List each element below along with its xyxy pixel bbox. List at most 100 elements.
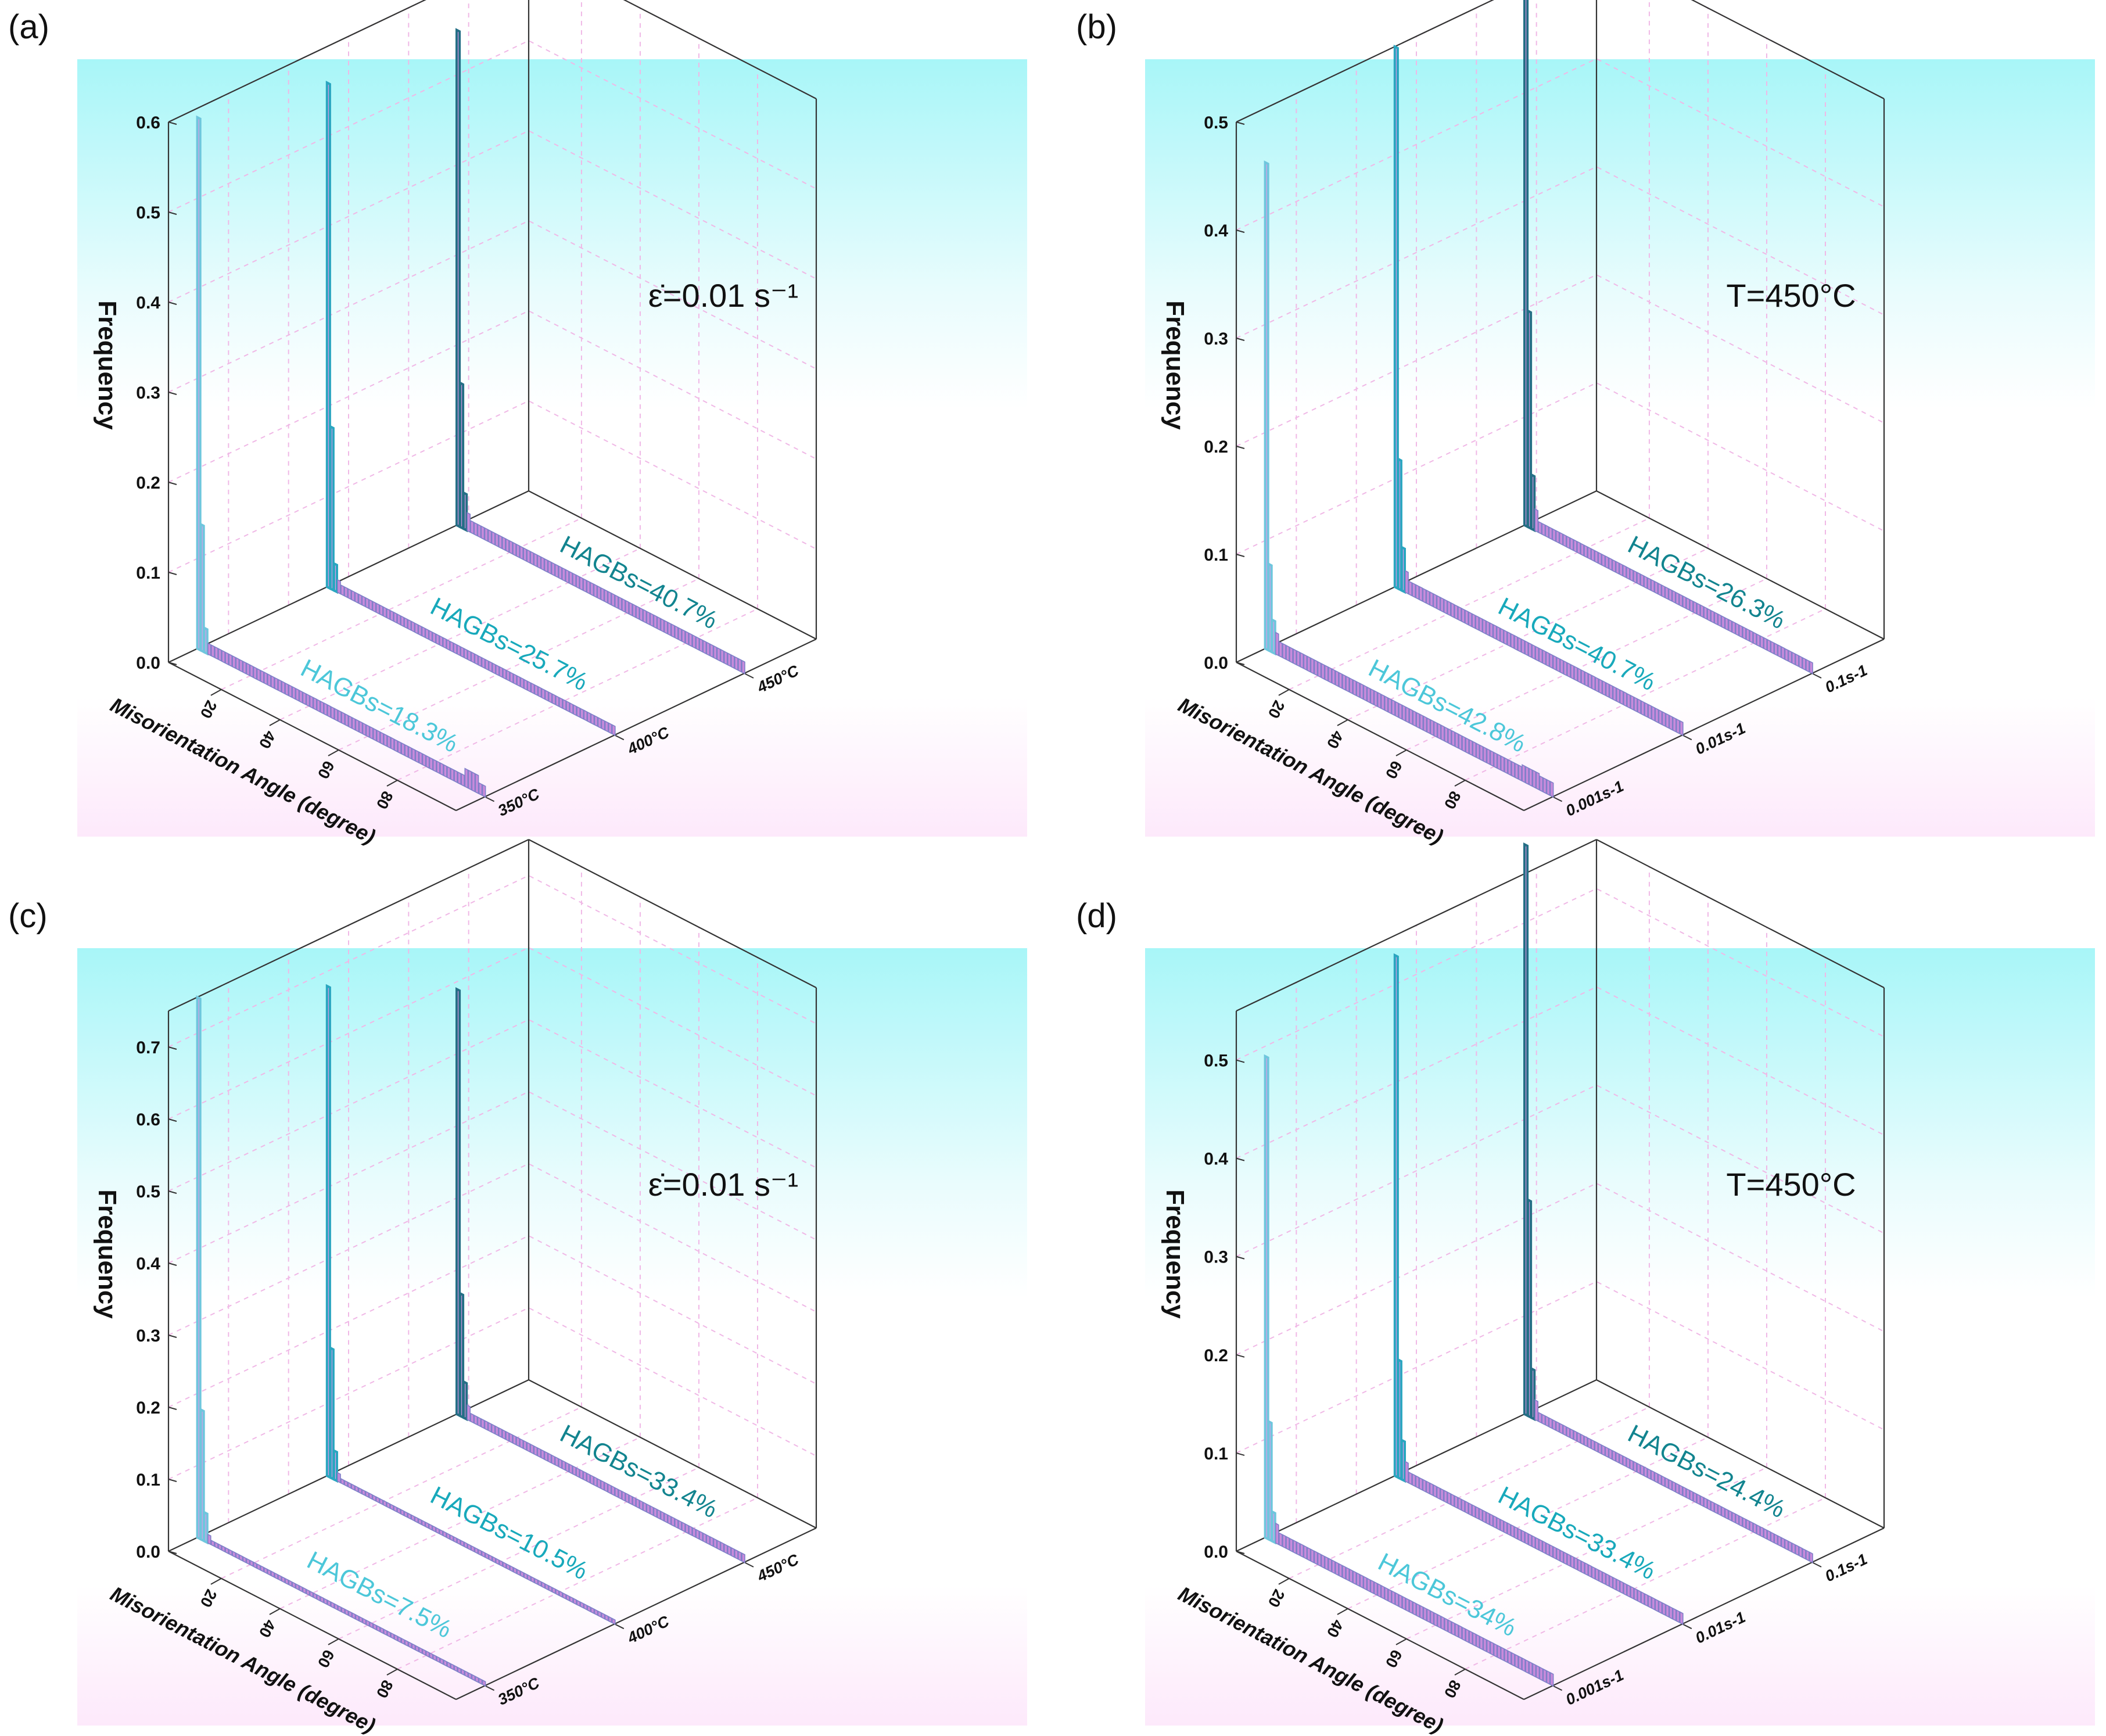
bar	[1791, 651, 1796, 666]
bar	[313, 1592, 317, 1600]
bar	[1398, 1594, 1402, 1609]
bar	[383, 1629, 388, 1636]
bar	[1437, 722, 1441, 740]
x-tick	[328, 1638, 339, 1645]
bar	[1346, 675, 1350, 693]
bar	[1415, 1475, 1420, 1489]
bar	[1538, 1411, 1542, 1424]
bar	[1475, 1506, 1480, 1520]
bar	[1503, 1520, 1508, 1534]
bar	[477, 523, 482, 539]
plot-background	[77, 948, 1027, 1726]
bar	[1756, 1524, 1760, 1537]
z-tick	[168, 121, 177, 125]
bar	[1359, 1574, 1364, 1589]
bar	[1546, 1670, 1551, 1685]
bar	[453, 1536, 457, 1544]
bar	[1563, 660, 1567, 677]
bar	[1594, 550, 1599, 564]
bar	[471, 1674, 476, 1681]
bar	[1731, 620, 1736, 635]
bar	[365, 1619, 370, 1627]
bar	[1356, 1572, 1361, 1587]
bar	[256, 668, 261, 682]
bar	[365, 1490, 369, 1498]
bar	[544, 1451, 548, 1462]
bar	[1774, 1533, 1778, 1545]
bar	[369, 726, 374, 740]
x-tick	[1454, 780, 1466, 787]
bar	[583, 709, 588, 722]
bar	[1493, 1515, 1497, 1529]
bar	[1802, 1548, 1806, 1560]
bar	[1395, 701, 1399, 718]
bar	[1356, 681, 1361, 698]
bar	[1328, 1557, 1332, 1573]
bar	[1522, 1657, 1526, 1673]
bar	[225, 651, 229, 666]
bar	[1528, 642, 1533, 658]
x-tick	[1278, 688, 1290, 696]
bar	[1267, 562, 1273, 654]
bar	[1465, 1500, 1469, 1515]
grid-line-floor	[338, 1467, 699, 1640]
bar	[580, 708, 584, 720]
bar	[569, 571, 573, 586]
bar	[457, 644, 461, 657]
series-400°C	[325, 80, 616, 737]
bar	[387, 735, 391, 749]
bar	[566, 1594, 570, 1602]
bar	[580, 1601, 584, 1609]
bar	[512, 541, 516, 557]
bar	[1271, 618, 1276, 656]
z-tick-label: 0.0	[136, 654, 160, 673]
depth-tick	[1552, 796, 1563, 802]
bar	[1444, 726, 1448, 744]
bar	[382, 1500, 387, 1508]
grid-line-floor	[1406, 1467, 1767, 1640]
bar	[1784, 648, 1789, 662]
bar	[1486, 1639, 1491, 1655]
frame-edge	[455, 639, 817, 811]
bar	[460, 1540, 465, 1547]
bar	[516, 543, 520, 559]
bar	[593, 1476, 598, 1487]
bar	[453, 642, 457, 655]
bar	[432, 758, 437, 773]
bar	[1802, 657, 1806, 671]
bar	[1440, 1615, 1445, 1631]
bar	[459, 381, 465, 530]
bar	[1664, 1477, 1669, 1489]
grid-line-floor	[338, 578, 699, 751]
bar	[1770, 640, 1775, 655]
z-tick-label: 0.3	[1204, 1248, 1228, 1267]
bar	[1689, 598, 1694, 613]
bar	[1580, 1433, 1584, 1446]
grid-lines	[1236, 0, 1885, 781]
bar	[485, 658, 489, 671]
bar	[1282, 1534, 1286, 1549]
bar	[519, 1438, 524, 1450]
bar	[323, 1598, 328, 1605]
bar	[530, 682, 535, 695]
bar	[653, 1507, 658, 1518]
bar	[1483, 746, 1487, 763]
bar	[415, 1645, 419, 1652]
bar	[1310, 657, 1315, 675]
bar	[1731, 1511, 1736, 1524]
bar	[1760, 1526, 1764, 1538]
condition-label: ε̇=0.01 s⁻¹	[648, 277, 798, 314]
bar	[1339, 1563, 1343, 1578]
bar	[1549, 1544, 1554, 1558]
bar	[1507, 759, 1512, 776]
bar	[358, 720, 363, 734]
bar	[1342, 1565, 1346, 1580]
z-tick-label: 0.5	[1204, 113, 1228, 132]
bar	[462, 1379, 468, 1422]
bar	[1696, 602, 1700, 616]
bar	[1496, 1516, 1501, 1531]
bar	[1532, 1663, 1537, 1678]
bar	[344, 586, 349, 598]
z-axis-label: Frequency	[1161, 1189, 1189, 1319]
bar	[1588, 673, 1592, 689]
